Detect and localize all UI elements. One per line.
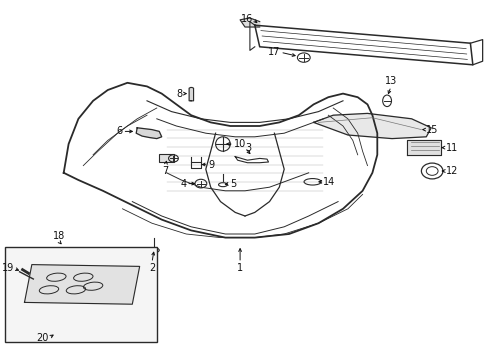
Text: 9: 9 [208, 159, 215, 170]
Text: 2: 2 [149, 263, 155, 273]
Text: 20: 20 [37, 333, 49, 343]
Text: 18: 18 [53, 231, 65, 241]
Text: 16: 16 [241, 14, 253, 24]
Text: 17: 17 [268, 47, 280, 57]
Polygon shape [24, 265, 140, 304]
Text: 5: 5 [230, 179, 237, 189]
Text: 4: 4 [180, 179, 186, 189]
Text: 7: 7 [163, 166, 169, 176]
Polygon shape [314, 113, 431, 139]
Text: 15: 15 [426, 125, 439, 135]
Polygon shape [189, 87, 194, 101]
Polygon shape [407, 140, 441, 155]
Text: 19: 19 [1, 263, 14, 273]
Text: 12: 12 [446, 166, 458, 176]
Polygon shape [136, 128, 162, 139]
Text: 14: 14 [323, 177, 336, 187]
Text: 11: 11 [446, 143, 458, 153]
Text: 6: 6 [117, 126, 122, 136]
Text: 10: 10 [234, 139, 246, 149]
Text: 1: 1 [237, 263, 243, 273]
Bar [159, 154, 174, 162]
Bar [5, 247, 157, 342]
Text: 3: 3 [245, 143, 251, 153]
Polygon shape [240, 18, 260, 27]
Text: 8: 8 [176, 89, 182, 99]
Text: 13: 13 [385, 76, 397, 86]
